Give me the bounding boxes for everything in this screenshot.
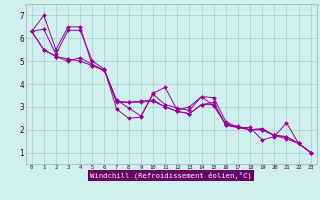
X-axis label: Windchill (Refroidissement éolien,°C): Windchill (Refroidissement éolien,°C) — [90, 172, 252, 179]
